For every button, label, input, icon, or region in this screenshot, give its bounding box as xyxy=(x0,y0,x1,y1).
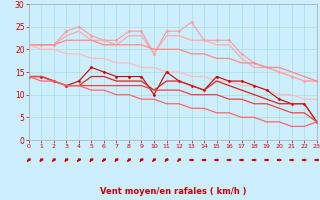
Text: Vent moyen/en rafales ( km/h ): Vent moyen/en rafales ( km/h ) xyxy=(100,187,246,196)
